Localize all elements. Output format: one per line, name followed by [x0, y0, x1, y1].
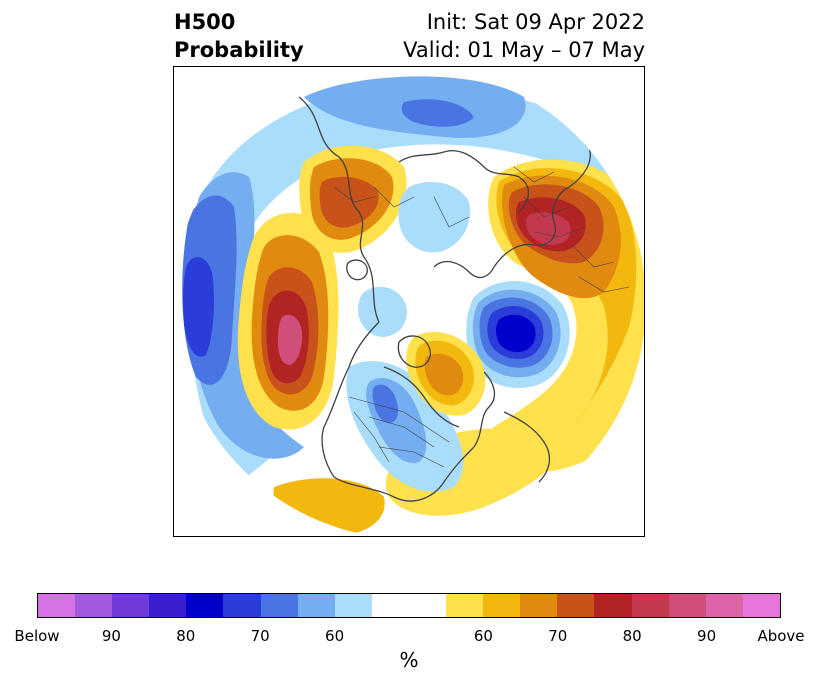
- below-anomaly-atlantic-core: [495, 314, 536, 352]
- above-anomaly-northwest-core: [319, 176, 379, 228]
- below-anomaly-central-2: [358, 286, 407, 337]
- colorbar-tick-label: 90: [101, 627, 121, 645]
- colorbar-segment: [705, 594, 743, 617]
- colorbar-segment: [557, 594, 595, 617]
- colorbar-tick-label: 90: [697, 627, 717, 645]
- colorbar-segment: [186, 594, 224, 617]
- map-dates: Init: Sat 09 Apr 2022 Valid: 01 May – 07…: [403, 8, 645, 64]
- map-title: H500 Probability: [174, 8, 304, 64]
- colorbar-segment: [297, 594, 335, 617]
- colorbar-segment: [631, 594, 669, 617]
- colorbar: [37, 593, 781, 618]
- below-anomaly-namerica-core: [372, 384, 398, 423]
- colorbar-segment: [149, 594, 187, 617]
- colorbar-tick-label: 80: [622, 627, 642, 645]
- colorbar-tick-label: 60: [473, 627, 493, 645]
- colorbar-segment: [742, 594, 780, 617]
- above-anomaly-pacific-core: [278, 314, 303, 365]
- init-date: Init: Sat 09 Apr 2022: [426, 10, 645, 34]
- colorbar-segment: [446, 594, 484, 617]
- polar-map-svg: [174, 67, 644, 536]
- probability-map: [173, 66, 645, 537]
- below-anomaly-north-core: [401, 99, 474, 127]
- colorbar-segment: [75, 594, 113, 617]
- colorbar-tick-label: 60: [325, 627, 345, 645]
- colorbar-segment: [112, 594, 150, 617]
- colorbar-segment: [334, 594, 372, 617]
- political-borders: [333, 166, 630, 468]
- colorbar-segment: [371, 594, 447, 617]
- colorbar-unit-label: %: [399, 648, 419, 672]
- below-anomaly-west-core: [182, 256, 214, 357]
- colorbar-tick-label: 80: [176, 627, 196, 645]
- colorbar-segment: [594, 594, 632, 617]
- above-anomaly-greenland-core: [424, 353, 464, 396]
- colorbar-segment: [520, 594, 558, 617]
- coastlines: [298, 96, 605, 502]
- colorbar-tick-label: 70: [548, 627, 568, 645]
- title-variable: H500: [174, 10, 236, 34]
- colorbar-tick-label: 70: [250, 627, 270, 645]
- colorbar-tick-label: Below: [14, 627, 60, 645]
- valid-range: Valid: 01 May – 07 May: [403, 38, 645, 62]
- colorbar-segment: [38, 594, 76, 617]
- below-anomaly-central-1: [398, 182, 470, 253]
- colorbar-segment: [223, 594, 261, 617]
- colorbar-tick-label: Above: [757, 627, 805, 645]
- colorbar-segment: [668, 594, 706, 617]
- title-product: Probability: [174, 38, 304, 62]
- colorbar-segment: [483, 594, 521, 617]
- colorbar-segment: [260, 594, 298, 617]
